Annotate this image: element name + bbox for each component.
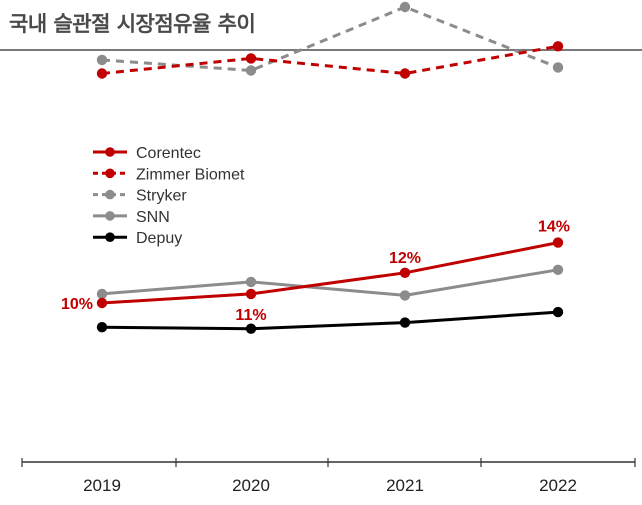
data-point-snn	[96, 288, 108, 300]
data-point-zimmer-biomet	[552, 41, 564, 52]
data-point-zimmer-biomet	[96, 68, 108, 79]
data-point-corentec	[96, 297, 108, 309]
data-point-stryker	[245, 65, 257, 76]
series-line-stryker	[101, 5, 559, 72]
series-line-zimmer-biomet	[101, 44, 559, 75]
data-point-corentec	[552, 237, 564, 248]
data-point-stryker	[96, 54, 108, 66]
data-label: 12%	[389, 250, 421, 267]
legend-marker-zimmer-biomet	[105, 168, 115, 179]
data-point-zimmer-biomet	[245, 53, 257, 64]
x-tick-label: 2019	[83, 476, 121, 495]
series-line-corentec	[101, 241, 559, 305]
x-tick-label: 2020	[232, 476, 270, 495]
series-line-depuy	[101, 310, 559, 331]
title-divider	[0, 49, 642, 51]
data-point-corentec	[245, 288, 257, 300]
data-label: 10%	[61, 296, 93, 313]
legend-marker-depuy	[105, 232, 115, 242]
data-point-snn	[245, 276, 257, 288]
data-point-zimmer-biomet	[399, 68, 411, 79]
chart-title: 국내 슬관절 시장점유율 추이	[9, 12, 256, 36]
legend-label-zimmer-biomet: Zimmer Biomet	[136, 166, 245, 183]
legend-label-stryker: Stryker	[136, 188, 187, 205]
data-point-stryker	[552, 62, 564, 73]
legend-marker-stryker	[105, 189, 115, 200]
data-point-depuy	[96, 322, 108, 333]
legend-marker-corentec	[105, 147, 115, 157]
data-point-corentec	[399, 267, 411, 278]
data-label: 11%	[235, 307, 266, 324]
legend-label-depuy: Depuy	[136, 230, 182, 247]
x-tick-label: 2021	[386, 476, 424, 495]
data-point-depuy	[552, 306, 564, 318]
series-line-snn	[101, 268, 559, 297]
data-point-depuy	[245, 323, 257, 334]
series-lines	[96, 1, 564, 334]
x-tick-label: 2022	[539, 476, 577, 495]
data-point-stryker	[399, 1, 411, 13]
x-axis: 2019 2020 2021 2022	[21, 458, 636, 495]
legend-label-snn: SNN	[136, 209, 170, 226]
data-point-snn	[552, 264, 564, 275]
legend: Corentec Zimmer Biomet Stryker SNN Depuy	[93, 145, 245, 247]
data-label: 14%	[538, 219, 570, 236]
legend-marker-snn	[105, 211, 115, 221]
data-point-snn	[399, 290, 411, 301]
data-point-depuy	[399, 317, 411, 328]
data-labels: 10% 11% 12% 14%	[61, 219, 570, 324]
legend-label-corentec: Corentec	[136, 145, 201, 162]
